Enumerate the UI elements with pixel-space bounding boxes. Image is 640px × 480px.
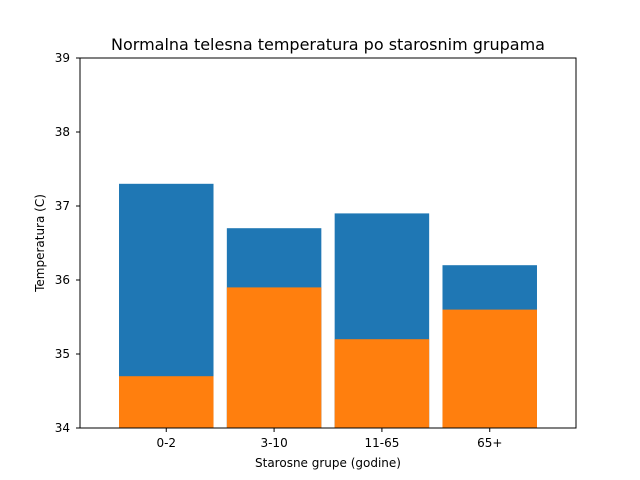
y-axis: 34 35 36 37 38 39 xyxy=(55,51,80,435)
chart-title: Normalna telesna temperatura po starosni… xyxy=(111,35,545,54)
x-tick-label: 3-10 xyxy=(260,436,287,450)
x-tick-label: 11-65 xyxy=(364,436,399,450)
y-tick-label: 35 xyxy=(55,347,70,361)
y-tick-label: 36 xyxy=(55,273,70,287)
y-tick-label: 34 xyxy=(55,421,70,435)
y-tick-label: 39 xyxy=(55,51,70,65)
y-tick-label: 38 xyxy=(55,125,70,139)
plot-frame xyxy=(79,57,577,429)
bar-series2-65+ xyxy=(442,309,537,428)
x-tick-label: 65+ xyxy=(477,436,502,450)
bars-group xyxy=(119,183,537,428)
bar-series2-11-65 xyxy=(334,339,430,428)
x-axis-label: Starosne grupe (godine) xyxy=(255,456,401,470)
y-tick-label: 37 xyxy=(55,199,70,213)
bar-series2-3-10 xyxy=(226,287,322,428)
bar-series2-0-2 xyxy=(119,376,214,428)
x-axis: 0-2 3-10 11-65 65+ xyxy=(156,428,502,450)
y-axis-label: Temperatura (C) xyxy=(33,194,47,293)
x-tick-label: 0-2 xyxy=(156,436,176,450)
